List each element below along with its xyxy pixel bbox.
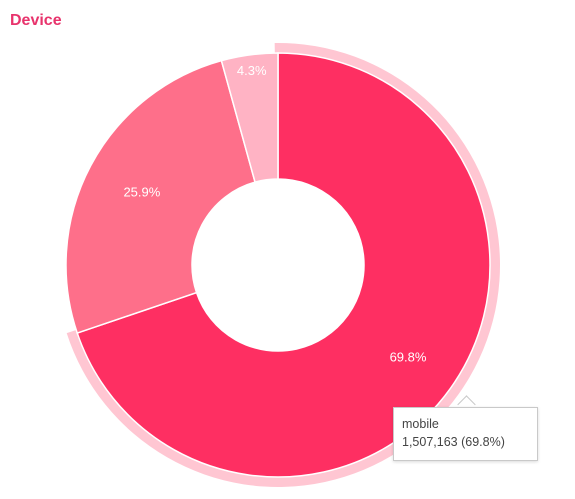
chart-title: Device: [10, 12, 62, 29]
pie-slice-2[interactable]: [65, 59, 256, 334]
tooltip-value: 1,507,163 (69.8%): [402, 435, 505, 449]
chart-tooltip: mobile 1,507,163 (69.8%): [393, 407, 538, 461]
slice-label-3: 4.3%: [237, 63, 267, 78]
tooltip-series-name: mobile: [402, 417, 439, 431]
slice-label-1: 69.8%: [390, 350, 427, 365]
slice-label-2: 25.9%: [123, 184, 160, 199]
pie-slice-1[interactable]: [76, 52, 491, 478]
pie-slice-3[interactable]: [220, 52, 279, 184]
